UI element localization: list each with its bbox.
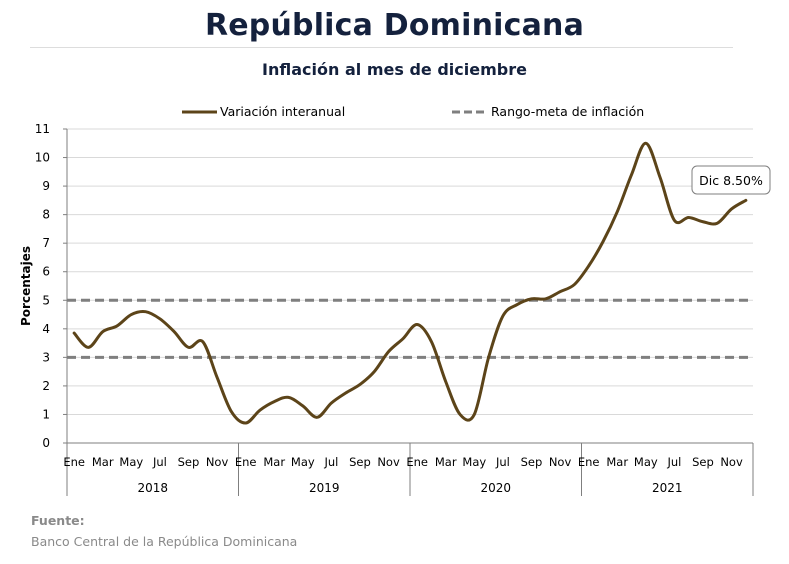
x-tick-label: Sep xyxy=(178,455,200,469)
chart-subtitle: Inflación al mes de diciembre xyxy=(262,60,527,79)
x-tick-label: Ene xyxy=(63,455,85,469)
chart-legend: Variación interanual Rango-meta de inflac… xyxy=(182,104,644,119)
y-tick-label: 6 xyxy=(42,265,50,279)
x-tick-label: Jul xyxy=(152,455,167,469)
x-tick-label: Mar xyxy=(92,455,114,469)
x-tick-label: Nov xyxy=(206,455,229,469)
x-axis: Ene Mar May Jul Sep Nov 2018 Ene Mar May Jul Sep Nov… xyxy=(63,442,754,496)
y-tick-label: 4 xyxy=(42,322,50,336)
year-label: 2020 xyxy=(480,481,511,495)
y-tick-label: 8 xyxy=(42,208,50,222)
callout-box xyxy=(691,165,771,195)
x-tick-label: Nov xyxy=(377,455,400,469)
x-tick-label: Jul xyxy=(495,455,510,469)
x-tick-label: Ene xyxy=(235,455,257,469)
year-label: 2021 xyxy=(652,481,683,495)
x-tick-label: Mar xyxy=(263,455,285,469)
x-tick-label: Ene xyxy=(406,455,428,469)
y-tick-label: 9 xyxy=(42,179,50,193)
title-divider xyxy=(30,47,733,48)
last-value-callout: Dic 8.50% xyxy=(691,165,771,195)
target-range-lines xyxy=(67,298,753,359)
y-axis-label: Porcentajes xyxy=(19,246,33,326)
y-tick-label: 10 xyxy=(35,151,50,165)
chart-gridlines xyxy=(67,128,753,444)
x-tick-label: Sep xyxy=(521,455,543,469)
legend-label-rango: Rango-meta de inflación xyxy=(491,104,644,119)
source-label: Fuente: xyxy=(31,513,85,528)
inflation-series xyxy=(72,141,748,425)
y-tick-label: 7 xyxy=(42,236,50,250)
x-tick-label: Jul xyxy=(666,455,681,469)
y-tick-label: 11 xyxy=(35,122,50,136)
y-tick-label: 3 xyxy=(42,350,50,364)
x-tick-label: Nov xyxy=(549,455,572,469)
x-tick-label: Sep xyxy=(349,455,371,469)
x-tick-label: May xyxy=(119,455,143,469)
x-tick-label: Ene xyxy=(578,455,600,469)
x-tick-label: Nov xyxy=(720,455,743,469)
y-tick-label: 2 xyxy=(42,379,50,393)
y-tick-label: 1 xyxy=(42,407,50,421)
x-tick-label: May xyxy=(291,455,315,469)
x-tick-label: Sep xyxy=(692,455,714,469)
callout-text: Dic 8.50% xyxy=(699,173,763,188)
x-tick-label: May xyxy=(634,455,658,469)
y-axis: 0 1 2 3 4 5 6 7 8 9 10 11 xyxy=(35,122,68,450)
year-label: 2018 xyxy=(137,481,168,495)
year-label: 2019 xyxy=(309,481,340,495)
source-text: Banco Central de la República Dominicana xyxy=(31,534,298,549)
y-tick-label: 0 xyxy=(42,436,50,450)
x-tick-label: Mar xyxy=(435,455,457,469)
x-tick-label: Jul xyxy=(323,455,338,469)
page-title: República Dominicana xyxy=(204,8,585,43)
x-tick-label: May xyxy=(462,455,486,469)
y-tick-label: 5 xyxy=(42,293,50,307)
inflation-line xyxy=(72,141,748,425)
x-tick-label: Mar xyxy=(606,455,628,469)
legend-label-variacion: Variación interanual xyxy=(220,104,345,119)
